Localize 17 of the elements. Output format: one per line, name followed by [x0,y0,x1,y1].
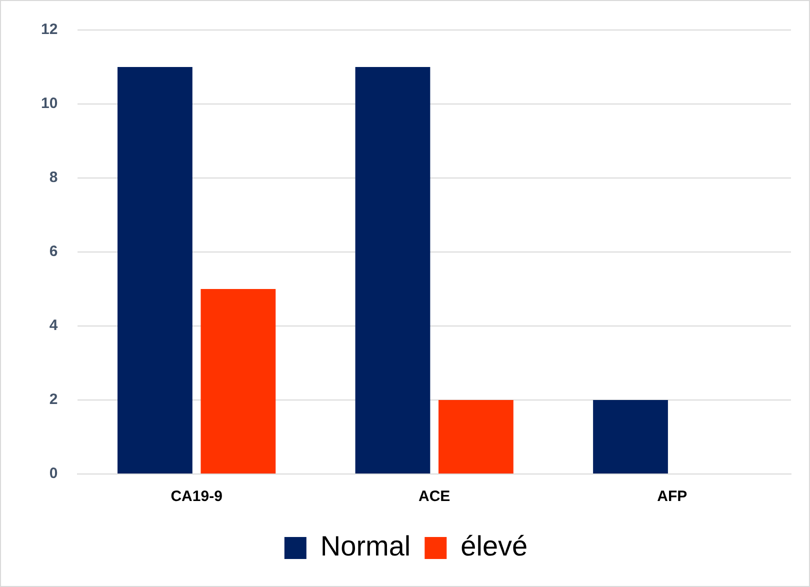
bar [355,67,430,474]
x-tick-label: CA19-9 [170,488,222,506]
y-tick-label: 12 [40,21,58,38]
x-tick-label: ACE [418,488,450,506]
legend-label: Normal [320,530,411,562]
bar [118,67,192,474]
legend-label: élevé [460,530,528,562]
y-tick-label: 6 [49,243,58,260]
bar [593,400,668,474]
y-tick-label: 8 [49,169,58,186]
bar [200,289,276,474]
y-tick-label: 0 [49,465,58,482]
y-tick-label: 2 [49,391,58,408]
x-tick-label: AFP [657,488,688,506]
y-tick-label: 4 [49,317,58,334]
y-tick-label: 10 [40,95,58,112]
bar [438,400,514,474]
